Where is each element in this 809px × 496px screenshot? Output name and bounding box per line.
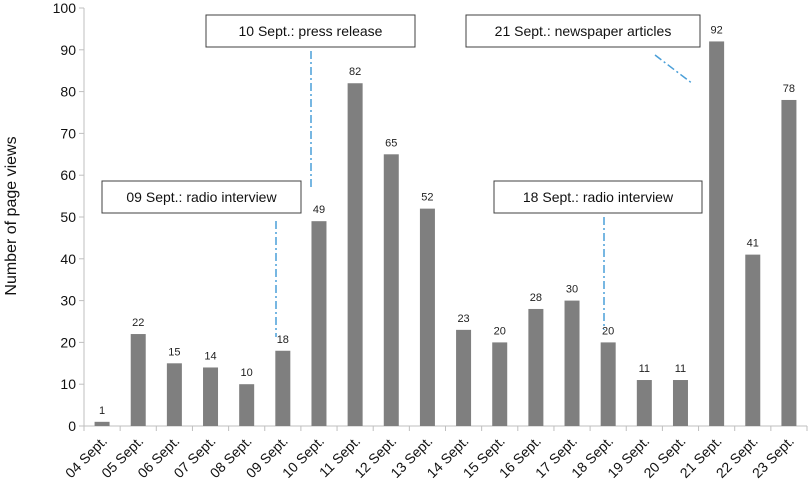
data-label: 30 (566, 284, 578, 296)
y-tick-label: 100 (53, 0, 77, 16)
data-label: 78 (783, 83, 795, 95)
data-label: 41 (747, 238, 759, 250)
bar (94, 421, 110, 426)
data-labels: 1 22 15 14 10 18 49 82 65 52 23 20 28 30 20 11 11 92 41 78 (99, 24, 795, 416)
x-axis: 04 Sept.05 Sept.06 Sept.07 Sept.08 Sept.… (62, 425, 808, 481)
data-label: 82 (349, 66, 361, 78)
y-tick-label: 50 (60, 209, 76, 225)
bar (347, 83, 363, 427)
data-label: 65 (385, 137, 397, 149)
bar (275, 350, 291, 426)
annotation-text: 18 Sept.: radio interview (523, 189, 674, 205)
data-label: 11 (639, 363, 650, 375)
annotation-box (205, 14, 416, 48)
annotation-text: 21 Sept.: newspaper articles (495, 23, 672, 39)
bar (419, 208, 435, 426)
bar (492, 342, 508, 426)
data-label: 22 (132, 317, 144, 329)
bar (311, 221, 327, 426)
bar (456, 329, 472, 426)
y-tick-label: 80 (60, 84, 76, 100)
bar (709, 41, 725, 426)
annotation-leader-line (654, 54, 694, 85)
data-label: 10 (241, 367, 253, 379)
y-tick-label: 60 (60, 167, 76, 183)
y-tick-label: 20 (60, 334, 76, 350)
bars (94, 41, 797, 427)
annotation-text: 10 Sept.: press release (239, 23, 383, 39)
y-tick-label: 0 (68, 418, 76, 434)
data-label: 1 (99, 405, 105, 417)
annotations: 09 Sept.: radio interview 10 Sept.: press… (101, 14, 703, 337)
data-label: 52 (421, 192, 433, 204)
data-label: 28 (530, 292, 542, 304)
annotation-box (101, 180, 302, 214)
data-label: 20 (602, 325, 614, 337)
y-tick-label: 40 (60, 251, 76, 267)
y-tick-label: 90 (60, 42, 76, 58)
bar (528, 308, 544, 426)
bar (600, 342, 616, 426)
data-label: 20 (494, 325, 506, 337)
bar (383, 154, 399, 427)
y-tick-label: 30 (60, 293, 76, 309)
annotation-box (465, 14, 701, 48)
annotation-text: 09 Sept.: radio interview (126, 189, 277, 205)
bar (636, 380, 652, 426)
data-label: 92 (711, 24, 723, 36)
data-label: 11 (675, 363, 686, 375)
y-axis-title: Number of page views (3, 136, 20, 295)
y-axis: 0 10 20 30 40 50 60 70 80 90 100 (53, 0, 85, 434)
y-tick-label: 70 (60, 125, 76, 141)
bar (166, 363, 182, 426)
bar (239, 384, 255, 426)
bar (781, 99, 797, 427)
bar (564, 300, 580, 426)
bar (203, 367, 219, 426)
bar (745, 254, 761, 426)
y-tick-label: 10 (60, 376, 76, 392)
data-label: 18 (277, 334, 289, 346)
data-label: 49 (313, 204, 325, 216)
bar (672, 380, 688, 426)
annotation-box (493, 180, 703, 214)
data-label: 14 (204, 350, 216, 362)
bar (130, 334, 146, 426)
data-label: 23 (457, 313, 469, 325)
data-label: 15 (168, 346, 180, 358)
